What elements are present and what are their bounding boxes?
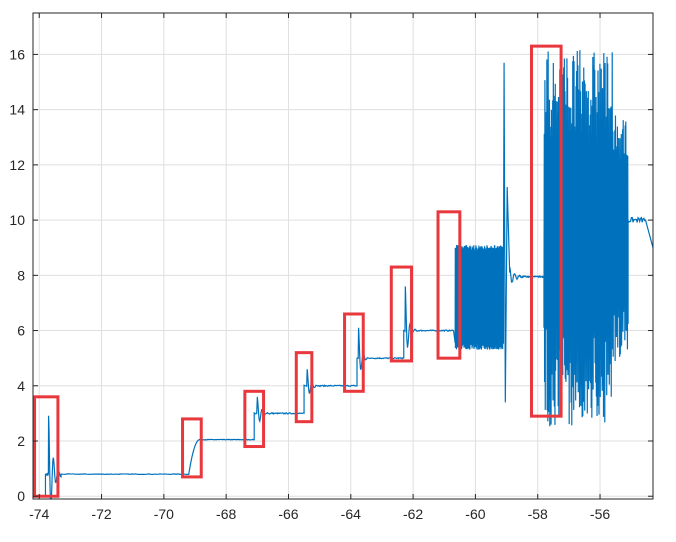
highlight-box [343,312,365,393]
highlight-box [529,44,563,418]
x-tick-label: -62 [403,506,423,522]
y-tick-label: 0 [17,488,25,504]
y-tick-label: 4 [17,378,25,394]
axes-frame [32,12,654,500]
x-tick-label: -74 [29,506,49,522]
highlight-box [243,389,266,449]
y-tick-label: 10 [9,212,25,228]
ticks: -74 -72 -70 -68 -66 -64 -62 -60 -58 -56 0 2 4 6 8 10 12 1… [9,13,653,522]
x-tick-label: -68 [216,506,236,522]
x-tick-label: -66 [278,506,298,522]
y-tick-label: 16 [9,46,25,62]
y-tick-label: 12 [9,157,25,173]
highlight-box [294,351,314,424]
x-tick-label: -56 [590,506,610,522]
highlight-box [181,417,203,479]
highlight-box [33,395,60,498]
y-tick-label: 14 [9,102,25,118]
highlight-boxes [33,44,563,498]
y-tick-label: 8 [17,267,25,283]
x-tick-label: -72 [91,506,111,522]
x-tick-label: -70 [154,506,174,522]
y-tick-label: 2 [17,433,25,449]
y-tick-label: 6 [17,323,25,339]
x-tick-label: -60 [465,506,485,522]
x-tick-label: -64 [341,506,361,522]
x-tick-label: -58 [528,506,548,522]
highlight-box [389,265,414,363]
highlight-box [436,210,462,360]
